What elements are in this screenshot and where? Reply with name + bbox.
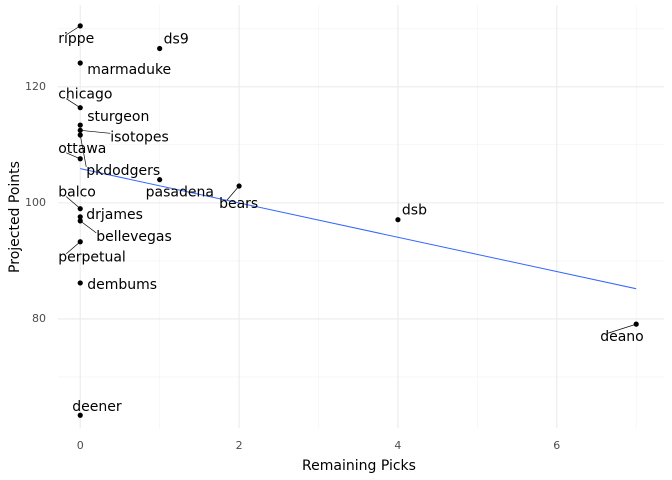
- point-label: ds9: [164, 32, 189, 48]
- label-leader: [66, 241, 81, 255]
- y-tick-label: 100: [25, 196, 46, 209]
- point: [77, 239, 83, 245]
- x-axis-title: Remaining Picks: [302, 458, 416, 474]
- point-label: bellevegas: [96, 229, 172, 245]
- point: [236, 183, 242, 189]
- point-label: bears: [219, 196, 258, 212]
- point-label: chicago: [58, 87, 112, 103]
- x-tick-label: 4: [394, 439, 401, 452]
- point-label: sturgeon: [87, 109, 149, 125]
- trend-line: [80, 168, 637, 290]
- point-label: balco: [58, 185, 96, 201]
- point-label: pkdodgers: [86, 163, 160, 179]
- label-leader: [66, 98, 81, 108]
- x-tick-label: 0: [77, 439, 84, 452]
- point: [77, 105, 83, 111]
- point: [157, 45, 163, 52]
- point: [157, 177, 163, 183]
- point-label: deano: [600, 329, 644, 345]
- point-label: dsb: [402, 203, 427, 219]
- point-label: perpetual: [58, 250, 126, 266]
- point-label: pasadena: [146, 185, 214, 201]
- x-tick-label: 2: [236, 439, 243, 452]
- point: [77, 122, 83, 128]
- point: [77, 214, 83, 220]
- point: [77, 60, 83, 66]
- point: [77, 280, 83, 286]
- label-leader: [66, 196, 81, 209]
- y-axis-title: Projected Points: [7, 161, 23, 273]
- point: [77, 206, 83, 212]
- point-label: ottawa: [58, 141, 106, 157]
- y-tick-label: 120: [25, 80, 46, 93]
- label-leader: [226, 185, 240, 201]
- point: [77, 412, 83, 418]
- y-tick-label: 80: [32, 312, 46, 325]
- point-label: marmaduke: [87, 62, 171, 78]
- label-leader: [608, 323, 637, 334]
- label-leader: [80, 129, 111, 134]
- label-leader: [80, 220, 97, 234]
- point-label: deener: [72, 399, 122, 415]
- point: [77, 132, 83, 138]
- point: [77, 156, 83, 162]
- point-label: drjames: [86, 207, 143, 223]
- label-leader: [66, 25, 81, 36]
- point: [77, 127, 83, 133]
- point-label: isotopes: [110, 129, 169, 145]
- point: [395, 217, 401, 223]
- label-leader: [79, 134, 87, 168]
- point: [633, 321, 639, 327]
- point: [77, 218, 83, 224]
- point-label: rippe: [58, 31, 94, 47]
- x-tick-label: 6: [553, 439, 560, 452]
- point: [77, 23, 83, 29]
- point-label: dembums: [87, 277, 157, 293]
